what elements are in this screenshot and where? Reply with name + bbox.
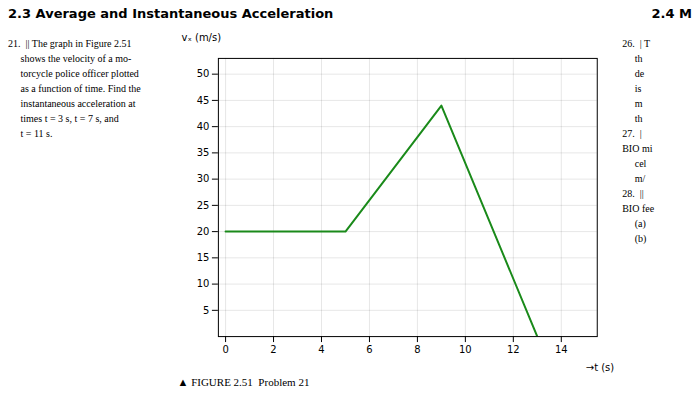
svg-text:35: 35 [196, 147, 209, 158]
svg-text:→t (s): →t (s) [585, 362, 614, 373]
html-text:26. | T th de is m th 27. | BI: 26. | T th de is m th 27. | BIO mi cel m… [622, 38, 655, 244]
svg-text:2: 2 [270, 344, 276, 355]
svg-text:40: 40 [196, 121, 209, 132]
svg-text:12: 12 [506, 344, 519, 355]
svg-text:10: 10 [196, 278, 209, 289]
svg-text:30: 30 [196, 173, 209, 184]
svg-text:14: 14 [554, 344, 567, 355]
svg-text:0: 0 [222, 344, 228, 355]
svg-text:15: 15 [196, 252, 209, 263]
html-text:21. || The graph in Figure 2.5: 21. || The graph in Figure 2.51 shows th… [8, 38, 141, 139]
svg-text:45: 45 [196, 95, 209, 106]
svg-text:8: 8 [414, 344, 420, 355]
html-text:▲ FIGURE 2.51 Problem 21: ▲ FIGURE 2.51 Problem 21 [177, 376, 310, 388]
svg-text:20: 20 [196, 226, 209, 237]
svg-text:vₓ (m/s): vₓ (m/s) [181, 32, 221, 43]
svg-text:50: 50 [196, 68, 209, 79]
html-text:2.4 M: 2.4 M [651, 6, 692, 21]
svg-text:5: 5 [203, 305, 209, 316]
html-text:2.3 Average and Instantaneous: 2.3 Average and Instantaneous Accelerati… [8, 6, 334, 21]
svg-text:25: 25 [196, 200, 209, 211]
svg-text:10: 10 [459, 344, 472, 355]
svg-text:4: 4 [318, 344, 324, 355]
svg-text:6: 6 [366, 344, 372, 355]
